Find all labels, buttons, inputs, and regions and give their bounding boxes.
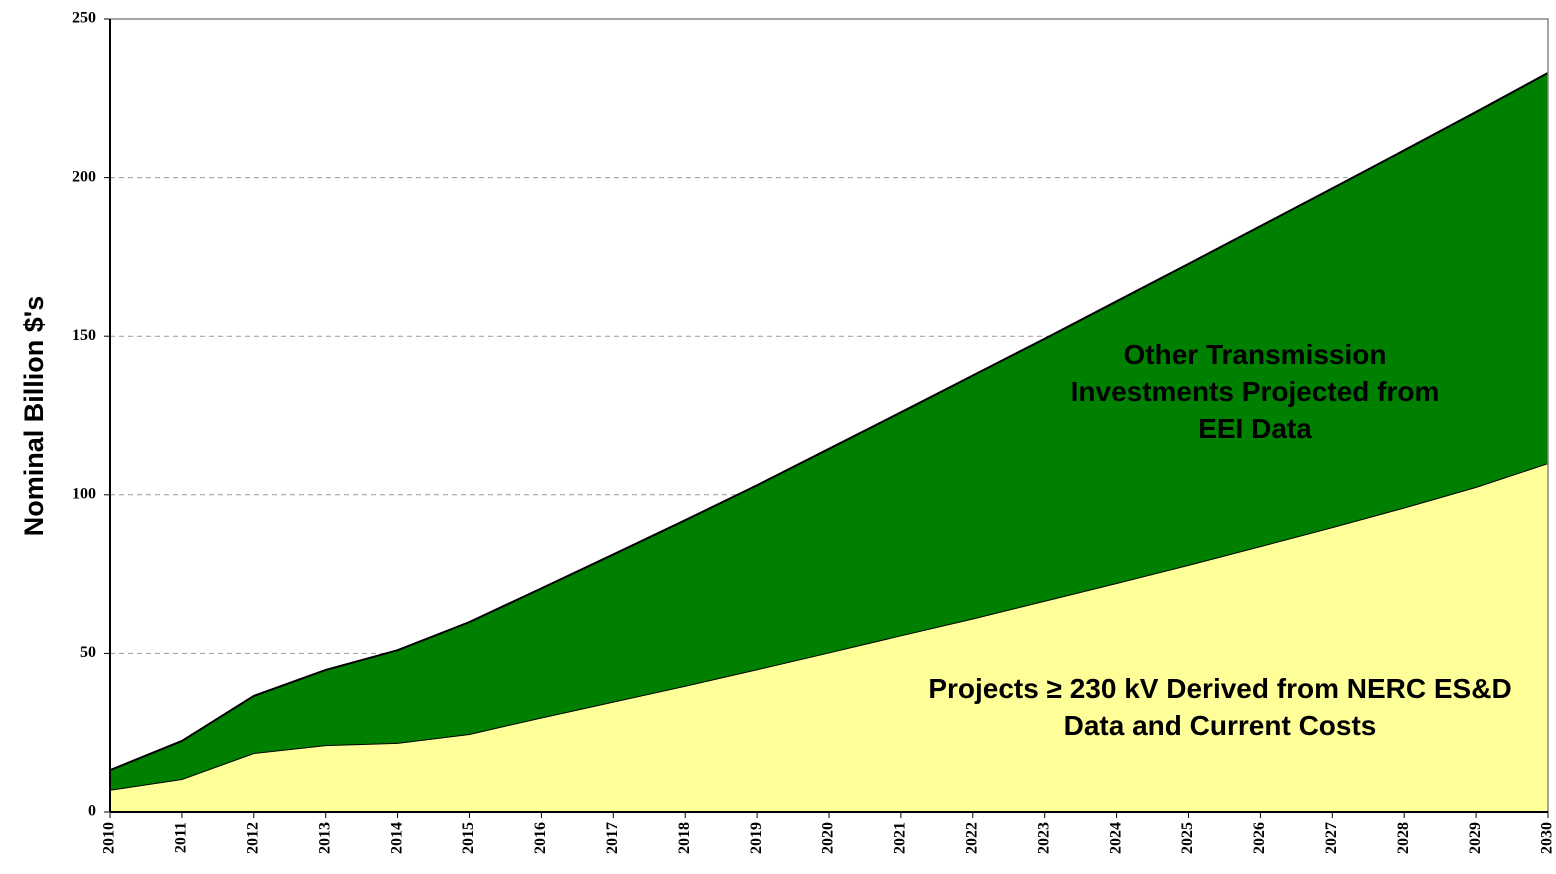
x-tick-label: 2030 (1539, 822, 1556, 854)
area (110, 463, 1548, 812)
y-tick-label: 200 (72, 168, 96, 185)
x-tick-label: 2024 (1107, 822, 1124, 854)
y-axis-label: Nominal Billion $'s (19, 296, 49, 536)
series-label: Projects ≥ 230 kV Derived from NERC ES&D… (928, 673, 1512, 741)
series-label: Other Transmission Investments Projected… (1070, 339, 1440, 444)
x-tick-label: 2011 (173, 822, 190, 853)
y-tick-label: 100 (72, 485, 96, 502)
x-tick-label: 2014 (388, 822, 405, 854)
x-tick-label: 2022 (963, 822, 980, 854)
x-tick-label: 2028 (1395, 822, 1412, 854)
x-tick-label: 2017 (604, 822, 621, 854)
area-edge (109, 72, 1549, 772)
x-tick-label: 2027 (1323, 822, 1340, 854)
x-tick-label: 2020 (820, 822, 837, 854)
y-tick-label: 50 (80, 644, 96, 661)
x-tick-label: 2026 (1251, 822, 1268, 854)
x-tick-label: 2013 (316, 822, 333, 854)
x-tick-label: 2012 (244, 822, 261, 854)
x-tick-label: 2029 (1467, 822, 1484, 854)
area (110, 72, 1548, 790)
y-tick-label: 250 (72, 10, 96, 27)
x-tick-label: 2023 (1035, 822, 1052, 854)
x-tick-label: 2010 (101, 822, 118, 854)
x-tick-label: 2018 (676, 822, 693, 854)
x-tick-label: 2021 (892, 822, 909, 854)
x-tick-label: 2015 (460, 822, 477, 854)
x-tick-label: 2016 (532, 822, 549, 854)
x-tick-label: 2025 (1179, 822, 1196, 854)
x-tick-label: 2019 (748, 822, 765, 854)
y-tick-label: 0 (88, 803, 96, 820)
y-tick-label: 150 (72, 327, 96, 344)
